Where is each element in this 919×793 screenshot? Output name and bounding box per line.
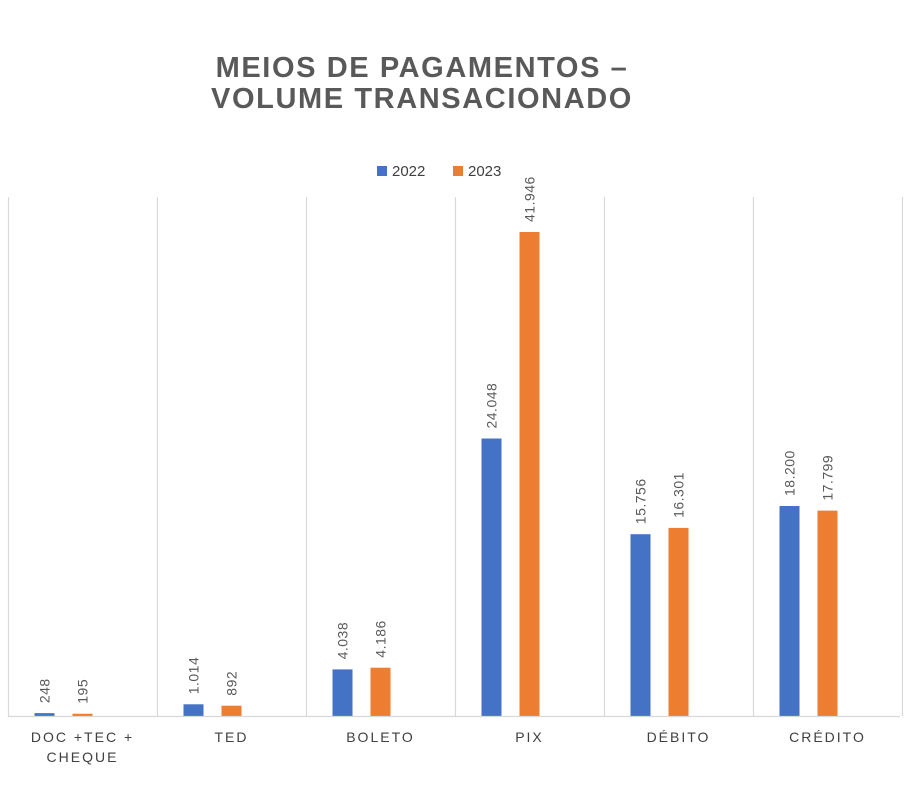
data-label: 248: [37, 678, 53, 703]
data-label: 4.186: [373, 620, 389, 658]
chart-title-line-2: VOLUME TRANSACIONADO: [211, 83, 633, 115]
category-label: CHEQUE: [47, 749, 119, 765]
bar-2023: [519, 232, 540, 716]
legend-swatch: [377, 166, 387, 176]
data-label: 1.014: [186, 657, 202, 695]
bar-2022: [34, 713, 55, 716]
data-label: 16.301: [671, 472, 687, 518]
bar-2023: [668, 527, 689, 716]
legend-label: 2023: [468, 163, 501, 180]
legend-swatch: [453, 166, 463, 176]
data-label: 41.946: [522, 176, 538, 222]
chart-title-line-1: MEIOS DE PAGAMENTOS –: [216, 52, 629, 84]
bar-2023: [72, 713, 93, 716]
bar-2023: [221, 705, 242, 716]
data-label: 24.048: [484, 383, 500, 429]
data-label: 17.799: [820, 455, 836, 501]
legend: 2022 2023: [377, 163, 501, 180]
data-labels: 248 195 1.014 892 4.038 4.186 24.048 41.946 15.7…: [37, 176, 836, 704]
bars: [34, 232, 838, 716]
data-label: 18.200: [782, 450, 798, 496]
category-label: DÉBITO: [647, 729, 711, 745]
bar-2022: [332, 669, 353, 716]
bar-2022: [183, 704, 204, 716]
bar-2023: [817, 510, 838, 716]
data-label: 195: [75, 679, 91, 704]
category-gridlines: [7, 197, 904, 716]
bar-2023: [370, 667, 391, 716]
category-label: DOC +TEC +: [31, 729, 134, 745]
data-label: 4.038: [335, 622, 351, 660]
data-label: 15.756: [633, 478, 649, 524]
data-label: 892: [224, 671, 240, 696]
bar-2022: [481, 438, 502, 716]
category-label: PIX: [515, 729, 544, 745]
legend-label: 2022: [392, 163, 425, 180]
category-axis-labels: DOC +TEC + CHEQUE TED BOLETO PIX DÉBITO CRÉDIT…: [31, 729, 866, 765]
bar-2022: [630, 534, 651, 716]
bar-2022: [779, 505, 800, 716]
category-label: BOLETO: [346, 729, 415, 745]
category-label: TED: [215, 729, 249, 745]
category-label: CRÉDITO: [789, 729, 866, 745]
